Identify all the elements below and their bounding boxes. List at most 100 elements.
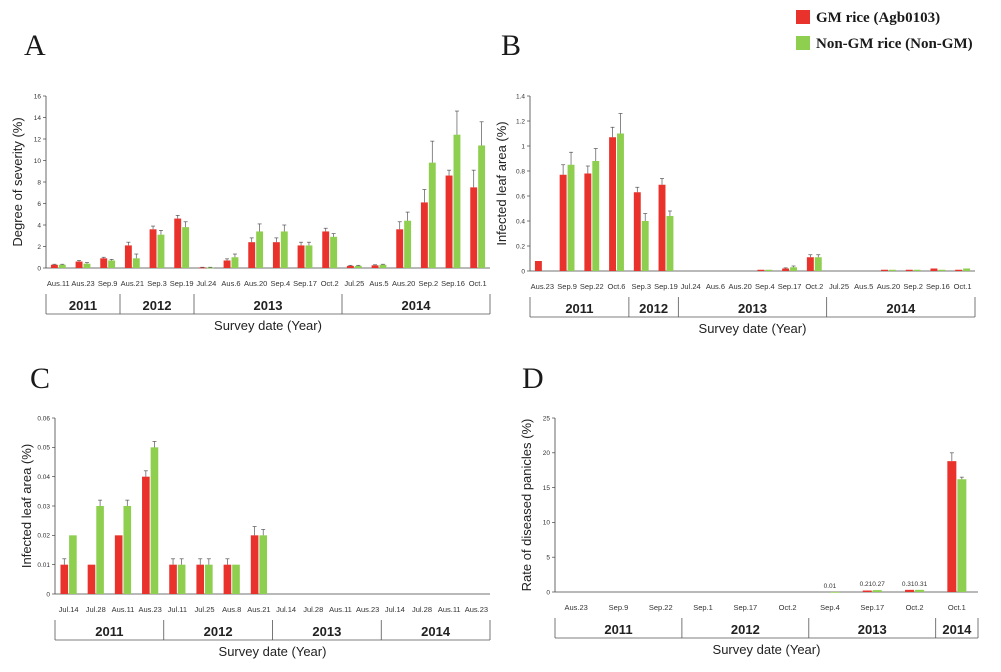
bar-gm <box>862 590 872 592</box>
bar-gm <box>534 261 542 271</box>
bar-gm <box>60 564 69 594</box>
bar-nongm <box>478 145 486 268</box>
bar-gm <box>559 174 567 271</box>
x-tick-label: Aus.23 <box>138 605 161 614</box>
y-tick-label: 0.02 <box>37 533 50 540</box>
x-tick-label: Sep.16 <box>441 279 465 288</box>
bar-nongm <box>108 260 116 268</box>
y-tick-label: 14 <box>34 115 42 122</box>
bar-gm <box>75 261 83 268</box>
x-tick-label: Sep.2 <box>903 282 923 291</box>
year-group-label: 2013 <box>312 624 341 639</box>
bar-gm <box>142 476 150 594</box>
bar-gm <box>396 229 404 268</box>
x-tick-label: Aus.20 <box>877 282 900 291</box>
bar-nongm <box>379 264 387 268</box>
bar-gm <box>100 258 108 268</box>
panel-letter-d: D <box>522 362 544 395</box>
bar-gm <box>806 257 814 271</box>
x-tick-label: Aus.11 <box>438 605 461 614</box>
bar-nongm <box>182 227 190 268</box>
x-tick-label: Sep.9 <box>609 603 629 612</box>
y-tick-label: 25 <box>543 415 551 422</box>
bar-gm <box>149 229 157 268</box>
x-tick-label: Sep.1 <box>693 603 713 612</box>
year-group-label: 2011 <box>604 622 632 637</box>
x-tick-label: Sep.17 <box>293 279 317 288</box>
bar-nongm <box>888 269 896 271</box>
bar-gm <box>445 175 453 268</box>
bar-gm <box>346 265 354 268</box>
x-tick-label: Aus.11 <box>112 605 135 614</box>
x-tick-label: Jul.25 <box>829 282 849 291</box>
y-tick-label: 0.4 <box>516 218 525 225</box>
year-group-label: 2012 <box>731 622 760 637</box>
year-group-label: 2012 <box>204 624 233 639</box>
bar-gm <box>174 218 182 268</box>
year-group-label: 2011 <box>565 301 593 316</box>
data-label: 0.310.31 <box>902 581 928 588</box>
legend-swatch-nongm <box>796 36 810 50</box>
bar-nongm <box>123 506 132 594</box>
y-tick-label: 6 <box>37 201 41 208</box>
bar-nongm <box>280 231 288 268</box>
x-tick-label: Aus.11 <box>329 605 352 614</box>
bar-nongm <box>96 506 104 594</box>
bar-nongm <box>830 591 840 593</box>
x-tick-label: Jul.14 <box>59 605 79 614</box>
x-tick-label: Aus.23 <box>356 605 379 614</box>
y-tick-label: 1 <box>521 143 525 150</box>
bar-nongm <box>790 267 798 271</box>
panel-letter-c: C <box>30 362 50 395</box>
bar-gm <box>87 564 96 594</box>
x-tick-label: Jul.28 <box>412 605 432 614</box>
bar-nongm <box>177 564 186 594</box>
y-axis-title: Infected leaf area (%) <box>19 444 34 568</box>
bar-gm <box>196 564 205 594</box>
bar-nongm <box>915 589 925 592</box>
x-tick-label: Sep.22 <box>580 282 604 291</box>
x-tick-label: Oct.1 <box>954 282 972 291</box>
bar-gm <box>633 192 641 271</box>
bar-nongm <box>666 216 674 271</box>
x-tick-label: Oct.2 <box>321 279 339 288</box>
bar-nongm <box>157 234 165 268</box>
x-tick-label: Sep.19 <box>654 282 678 291</box>
x-tick-label: Jul.25 <box>195 605 215 614</box>
bar-nongm <box>872 590 882 592</box>
bar-gm <box>584 173 592 271</box>
bar-nongm <box>69 535 77 594</box>
bar-gm <box>223 564 232 594</box>
data-label: 0.210.27 <box>860 581 886 588</box>
bar-nongm <box>330 236 338 268</box>
legend-label-gm: GM rice (Agb0103) <box>816 10 940 26</box>
x-tick-label: Sep.9 <box>557 282 577 291</box>
y-tick-label: 0.01 <box>37 562 50 569</box>
chart-panel-d: 0 5 10 15 20 25 Aus.23 Sep.9 Sep.22 Sep.1 Sep.17 Oc… <box>519 415 979 657</box>
bar-gm <box>782 268 790 271</box>
bar-nongm <box>305 245 313 268</box>
bar-gm <box>272 242 280 268</box>
x-tick-label: Sep.2 <box>419 279 439 288</box>
x-tick-label: Sep.4 <box>820 603 840 612</box>
x-tick-label: Oct.1 <box>469 279 487 288</box>
bar-gm <box>50 264 58 268</box>
x-tick-label: Oct.6 <box>608 282 626 291</box>
bar-gm <box>609 137 617 271</box>
x-tick-label: Aus.6 <box>706 282 725 291</box>
x-tick-label: Sep.3 <box>631 282 651 291</box>
year-group-label: 2013 <box>254 298 283 313</box>
y-tick-label: 8 <box>37 179 41 186</box>
bar-nongm <box>231 257 239 268</box>
bar-nongm <box>83 263 91 268</box>
x-tick-label: Aus.20 <box>728 282 751 291</box>
x-tick-label: Jul.28 <box>303 605 323 614</box>
bar-gm <box>223 260 231 268</box>
y-tick-label: 0.6 <box>516 193 525 200</box>
bar-gm <box>124 245 132 268</box>
x-tick-label: Sep.4 <box>271 279 291 288</box>
x-tick-label: Aus.23 <box>564 603 587 612</box>
year-group-label: 2013 <box>858 622 887 637</box>
